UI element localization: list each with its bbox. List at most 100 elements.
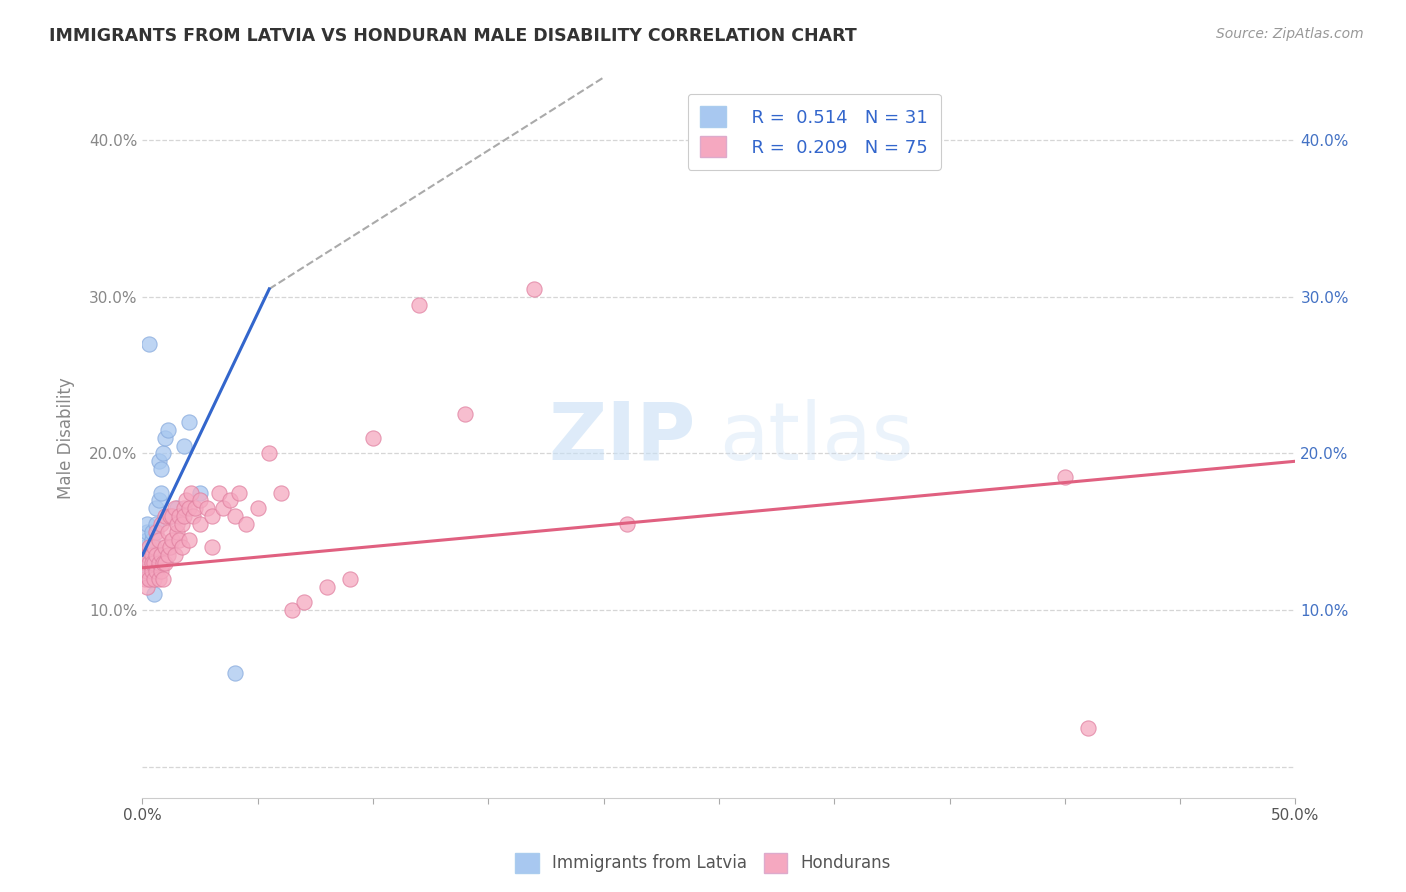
Point: [156, 524, 179, 539]
Point: [143, 541, 166, 555]
Point: [136, 564, 159, 578]
Point: [219, 493, 242, 508]
Point: [292, 595, 315, 609]
Point: [170, 541, 193, 555]
Point: [181, 509, 204, 524]
Point: [523, 282, 546, 296]
Point: [149, 516, 172, 531]
Point: [141, 556, 163, 570]
Point: [174, 493, 197, 508]
Point: [159, 509, 181, 524]
Point: [145, 501, 167, 516]
Point: [148, 556, 170, 570]
Point: [152, 572, 174, 586]
Point: [143, 572, 166, 586]
Point: [149, 564, 172, 578]
Point: [145, 524, 167, 539]
Point: [145, 516, 167, 531]
Point: [134, 572, 156, 586]
Point: [143, 548, 166, 562]
Point: [138, 564, 160, 578]
Point: [136, 524, 159, 539]
Point: [156, 423, 179, 437]
Point: [141, 548, 163, 562]
Point: [616, 516, 638, 531]
Text: IMMIGRANTS FROM LATVIA VS HONDURAN MALE DISABILITY CORRELATION CHART: IMMIGRANTS FROM LATVIA VS HONDURAN MALE …: [49, 27, 858, 45]
Point: [166, 516, 188, 531]
Point: [207, 485, 229, 500]
Point: [177, 415, 200, 429]
Point: [1077, 721, 1099, 735]
Point: [138, 548, 160, 562]
Point: [180, 485, 202, 500]
Point: [149, 462, 172, 476]
Text: Source: ZipAtlas.com: Source: ZipAtlas.com: [1216, 27, 1364, 41]
Point: [170, 516, 193, 531]
Point: [143, 541, 166, 555]
Point: [134, 556, 156, 570]
Point: [136, 516, 159, 531]
Point: [224, 509, 246, 524]
Point: [148, 572, 170, 586]
Point: [159, 509, 181, 524]
Point: [235, 516, 257, 531]
Point: [177, 533, 200, 547]
Point: [155, 509, 177, 524]
Point: [136, 548, 159, 562]
Point: [361, 431, 384, 445]
Point: [148, 533, 170, 547]
Point: [148, 493, 170, 508]
Point: [188, 485, 211, 500]
Point: [162, 509, 184, 524]
Point: [212, 501, 235, 516]
Point: [148, 454, 170, 468]
Point: [136, 580, 159, 594]
Point: [155, 541, 177, 555]
Text: ZIP: ZIP: [548, 399, 696, 476]
Point: [177, 501, 200, 516]
Point: [195, 501, 218, 516]
Point: [224, 665, 246, 680]
Point: [141, 533, 163, 547]
Text: atlas: atlas: [718, 399, 914, 476]
Point: [138, 572, 160, 586]
Point: [163, 548, 186, 562]
Point: [169, 509, 191, 524]
Point: [228, 485, 250, 500]
Point: [134, 548, 156, 562]
Point: [149, 485, 172, 500]
Point: [408, 297, 430, 311]
Point: [162, 533, 184, 547]
Point: [169, 533, 191, 547]
Point: [141, 556, 163, 570]
Point: [281, 603, 304, 617]
Point: [259, 446, 281, 460]
Point: [136, 533, 159, 547]
Legend:   R =  0.514   N = 31,   R =  0.209   N = 75: R = 0.514 N = 31, R = 0.209 N = 75: [688, 94, 941, 169]
Point: [166, 501, 188, 516]
Point: [138, 336, 160, 351]
Point: [138, 541, 160, 555]
Point: [188, 516, 211, 531]
Point: [155, 556, 177, 570]
Point: [316, 580, 339, 594]
Point: [270, 485, 292, 500]
Point: [156, 548, 179, 562]
Point: [138, 556, 160, 570]
Point: [145, 548, 167, 562]
Point: [166, 524, 188, 539]
Point: [145, 564, 167, 578]
Point: [163, 501, 186, 516]
Point: [155, 431, 177, 445]
Point: [184, 501, 207, 516]
Point: [201, 509, 224, 524]
Point: [134, 541, 156, 555]
Point: [143, 556, 166, 570]
Point: [159, 541, 181, 555]
Point: [152, 556, 174, 570]
Point: [454, 407, 477, 421]
Point: [201, 541, 224, 555]
Point: [173, 501, 195, 516]
Point: [246, 501, 269, 516]
Point: [141, 564, 163, 578]
